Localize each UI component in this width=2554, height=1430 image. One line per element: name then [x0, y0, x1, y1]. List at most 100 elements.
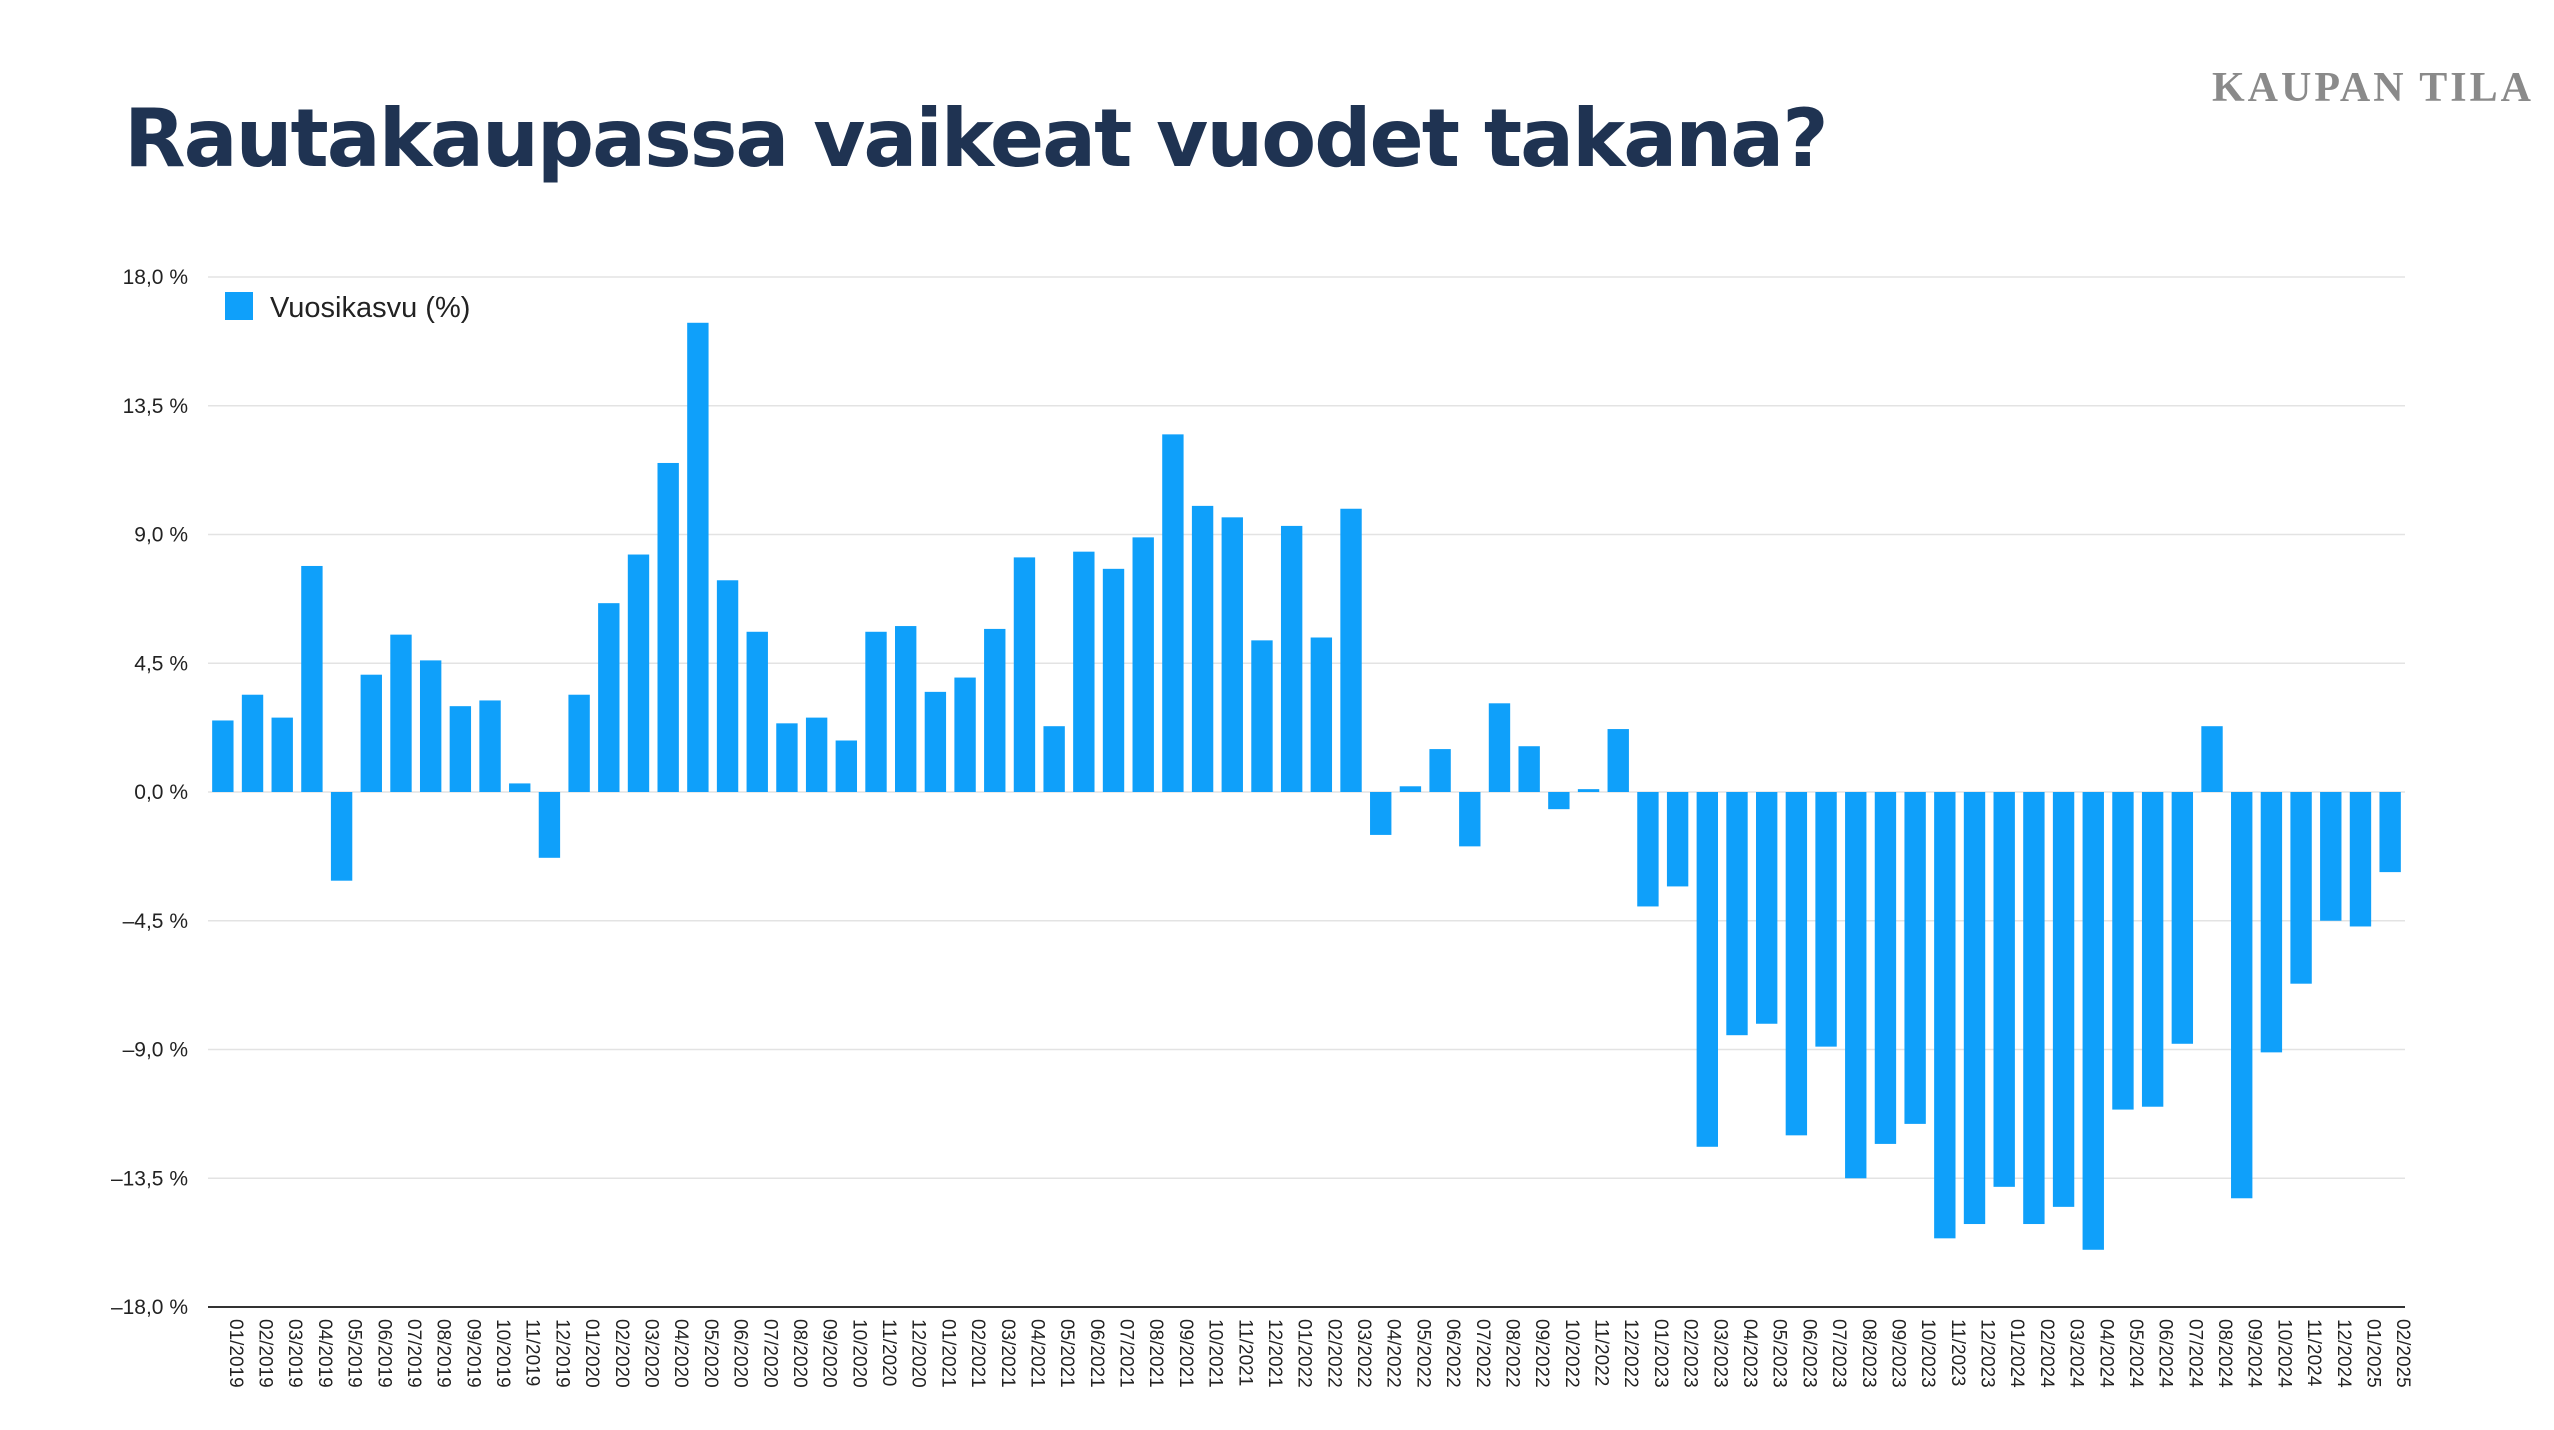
bar [716, 580, 739, 792]
bar [1666, 792, 1689, 887]
x-tick-label: 09/2019 [462, 1319, 483, 1388]
bar [776, 723, 798, 792]
x-tick-label: 06/2023 [1798, 1319, 1819, 1388]
x-tick-label: 05/2021 [1056, 1319, 1077, 1388]
bar [746, 631, 768, 792]
x-tick-label: 03/2020 [640, 1319, 661, 1388]
x-tick-label: 01/2023 [1650, 1319, 1671, 1388]
x-tick-label: 04/2020 [670, 1319, 691, 1388]
bar [479, 700, 501, 792]
x-tick-label: 11/2021 [1234, 1319, 1255, 1386]
x-tick-label: 08/2019 [433, 1319, 454, 1388]
bar [360, 674, 382, 792]
x-tick-label: 04/2021 [1026, 1319, 1047, 1388]
chart-title: Rautakaupassa vaikeat vuodet takana? [124, 92, 1829, 185]
x-tick-label: 05/2024 [2125, 1319, 2146, 1388]
bar [1963, 792, 1986, 1225]
bar [1340, 508, 1362, 792]
x-axis-ticks: 01/2019 02/2019 03/2019 04/2019 05/2019 06/20… [225, 1319, 2413, 1388]
x-tick-label: 07/2024 [2184, 1319, 2205, 1388]
x-tick-label: 02/2020 [611, 1319, 632, 1388]
x-tick-label: 03/2022 [1353, 1319, 1374, 1388]
bar [1370, 792, 1392, 835]
x-tick-label: 11/2024 [2303, 1319, 2324, 1387]
bar [330, 792, 353, 881]
x-tick-label: 01/2024 [2006, 1319, 2027, 1388]
y-tick-label: –13,5 % [111, 1167, 188, 1190]
x-tick-label: 12/2024 [2333, 1319, 2354, 1388]
bar [1221, 517, 1243, 792]
bar [1399, 786, 1422, 792]
bar [598, 603, 620, 792]
bars [212, 322, 2401, 1250]
x-tick-label: 12/2020 [908, 1319, 929, 1388]
x-tick-label: 03/2023 [1709, 1319, 1730, 1388]
bar [390, 634, 412, 792]
x-tick-label: 08/2020 [789, 1319, 810, 1388]
legend-label: Vuosikasvu (%) [270, 292, 470, 324]
x-tick-label: 04/2022 [1383, 1319, 1404, 1388]
x-tick-label: 02/2021 [967, 1319, 988, 1388]
bar [2052, 792, 2075, 1207]
bar [271, 717, 293, 792]
bar [1518, 746, 1540, 792]
y-tick-label: –4,5 % [123, 910, 188, 933]
y-tick-label: 18,0 % [123, 266, 188, 289]
bar [2349, 792, 2372, 927]
bar [2290, 792, 2312, 984]
bar [1013, 557, 1036, 792]
x-tick-label: 08/2022 [1501, 1319, 1522, 1388]
x-tick-label: 04/2024 [2095, 1319, 2116, 1388]
bar [241, 694, 264, 792]
bar [1815, 792, 1837, 1047]
bar [568, 694, 590, 792]
x-tick-label: 04/2023 [1739, 1319, 1760, 1388]
x-tick-label: 11/2022 [1591, 1319, 1612, 1386]
bar [212, 720, 234, 792]
bar [2112, 792, 2134, 1110]
x-tick-label: 06/2024 [2155, 1319, 2176, 1388]
x-tick-label: 07/2022 [1472, 1319, 1493, 1388]
x-tick-label: 08/2021 [1145, 1319, 1166, 1388]
x-tick-label: 10/2019 [492, 1319, 513, 1388]
x-tick-label: 03/2019 [284, 1319, 305, 1388]
bar [301, 565, 323, 792]
bar [1488, 703, 1511, 792]
bar [2141, 792, 2164, 1107]
y-tick-label: 9,0 % [134, 524, 188, 547]
bar [805, 717, 828, 792]
x-tick-label: 08/2024 [2214, 1319, 2235, 1388]
x-tick-label: 09/2024 [2244, 1319, 2265, 1388]
bar [835, 740, 858, 792]
x-tick-label: 10/2022 [1561, 1319, 1582, 1388]
bar [1132, 537, 1154, 792]
x-tick-label: 09/2023 [1887, 1319, 1908, 1388]
bar [657, 462, 679, 792]
x-tick-label: 12/2021 [1264, 1319, 1285, 1388]
x-tick-label: 10/2024 [2273, 1319, 2294, 1388]
bar [954, 677, 976, 792]
x-tick-label: 04/2019 [314, 1319, 335, 1388]
bar [1162, 434, 1184, 792]
bar [984, 628, 1006, 792]
x-tick-label: 02/2025 [2392, 1319, 2413, 1388]
bar [1429, 749, 1451, 792]
x-tick-label: 11/2020 [878, 1319, 899, 1386]
x-tick-label: 12/2019 [551, 1319, 572, 1388]
x-tick-label: 06/2019 [373, 1319, 394, 1388]
bar [1280, 525, 1303, 792]
legend-swatch [225, 292, 253, 320]
bar [1785, 792, 1808, 1136]
x-tick-label: 01/2025 [2362, 1319, 2383, 1388]
bar [2201, 726, 2223, 792]
x-tick-label: 01/2021 [937, 1319, 958, 1388]
y-tick-label: 0,0 % [134, 781, 188, 804]
y-tick-label: –9,0 % [123, 1039, 188, 1062]
bar [2023, 792, 2045, 1225]
bar [2231, 792, 2253, 1199]
y-tick-label: –18,0 % [111, 1296, 188, 1319]
bar [1310, 637, 1333, 792]
bar [924, 691, 947, 792]
x-tick-label: 03/2021 [997, 1319, 1018, 1388]
